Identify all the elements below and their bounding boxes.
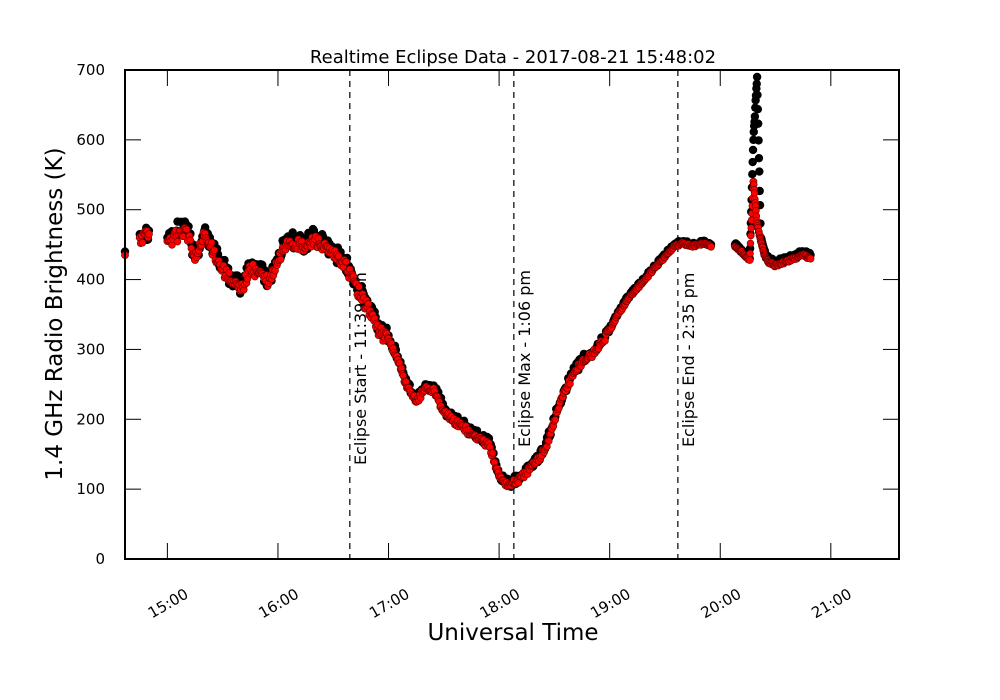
data-point bbox=[747, 231, 755, 240]
data-point bbox=[355, 283, 363, 291]
y-tick-label: 700 bbox=[76, 61, 105, 79]
y-tick-label: 100 bbox=[76, 480, 105, 498]
event-label: Eclipse End - 2:35 pm bbox=[679, 273, 698, 447]
data-point bbox=[747, 224, 755, 232]
data-point bbox=[754, 153, 764, 163]
x-tick-label: 15:00 bbox=[145, 585, 191, 622]
data-point bbox=[755, 167, 764, 176]
data-point bbox=[806, 254, 815, 263]
data-point bbox=[277, 255, 285, 264]
y-tick-label: 600 bbox=[76, 131, 105, 149]
data-point bbox=[514, 479, 523, 487]
data-point bbox=[754, 136, 763, 145]
data-point bbox=[145, 230, 153, 239]
data-point bbox=[207, 238, 216, 247]
x-tick-label: 20:00 bbox=[698, 585, 744, 622]
data-point bbox=[752, 79, 761, 88]
data-point bbox=[707, 242, 715, 251]
data-point bbox=[186, 236, 195, 244]
data-point bbox=[748, 170, 757, 179]
data-point bbox=[749, 127, 758, 137]
x-tick-label: 16:00 bbox=[256, 585, 302, 622]
data-point bbox=[750, 112, 760, 121]
event-label: Eclipse Max - 1:06 pm bbox=[515, 270, 534, 447]
x-tick-label: 19:00 bbox=[587, 585, 633, 622]
data-point bbox=[752, 72, 762, 82]
data-point bbox=[754, 119, 763, 128]
x-axis-title: Universal Time bbox=[427, 620, 598, 646]
y-tick-label: 300 bbox=[76, 340, 105, 358]
y-tick-label: 0 bbox=[95, 550, 105, 568]
data-point bbox=[225, 269, 233, 277]
data-point bbox=[173, 237, 182, 246]
data-point bbox=[342, 258, 350, 266]
data-point bbox=[746, 249, 754, 258]
plot-frame bbox=[124, 69, 900, 560]
y-tick-label: 500 bbox=[76, 201, 105, 219]
series-1 bbox=[121, 177, 815, 491]
data-point bbox=[746, 239, 755, 248]
data-point bbox=[748, 157, 757, 167]
data-point bbox=[745, 256, 754, 264]
y-tick-label: 400 bbox=[76, 271, 105, 289]
x-tick-label: 18:00 bbox=[477, 585, 523, 622]
data-point bbox=[748, 145, 758, 155]
data-point bbox=[364, 299, 372, 308]
data-point bbox=[183, 225, 191, 234]
x-tick-label: 21:00 bbox=[808, 585, 854, 622]
data-point bbox=[753, 90, 762, 100]
data-point bbox=[601, 337, 609, 345]
data-point bbox=[210, 246, 219, 254]
data-point bbox=[566, 380, 574, 388]
event-label: Eclipse Start - 11:39 am bbox=[351, 272, 370, 465]
data-point bbox=[488, 449, 497, 457]
plot-area: Eclipse Start - 11:39 am Eclipse Max - 1:… bbox=[120, 70, 815, 559]
chart-title: Realtime Eclipse Data - 2017-08-21 15:48… bbox=[310, 47, 716, 68]
data-point bbox=[545, 437, 553, 445]
y-axis-title: 1.4 GHz Radio Brightness (K) bbox=[42, 147, 68, 480]
data-point bbox=[138, 239, 147, 247]
data-point bbox=[551, 416, 560, 424]
data-point bbox=[753, 105, 763, 114]
axis-ticks: 0 100 200 300 400 500 600 700 15:00 16:00 17:00 18:… bbox=[76, 61, 899, 622]
x-tick-label: 17:00 bbox=[366, 585, 412, 622]
y-tick-label: 200 bbox=[76, 410, 105, 428]
